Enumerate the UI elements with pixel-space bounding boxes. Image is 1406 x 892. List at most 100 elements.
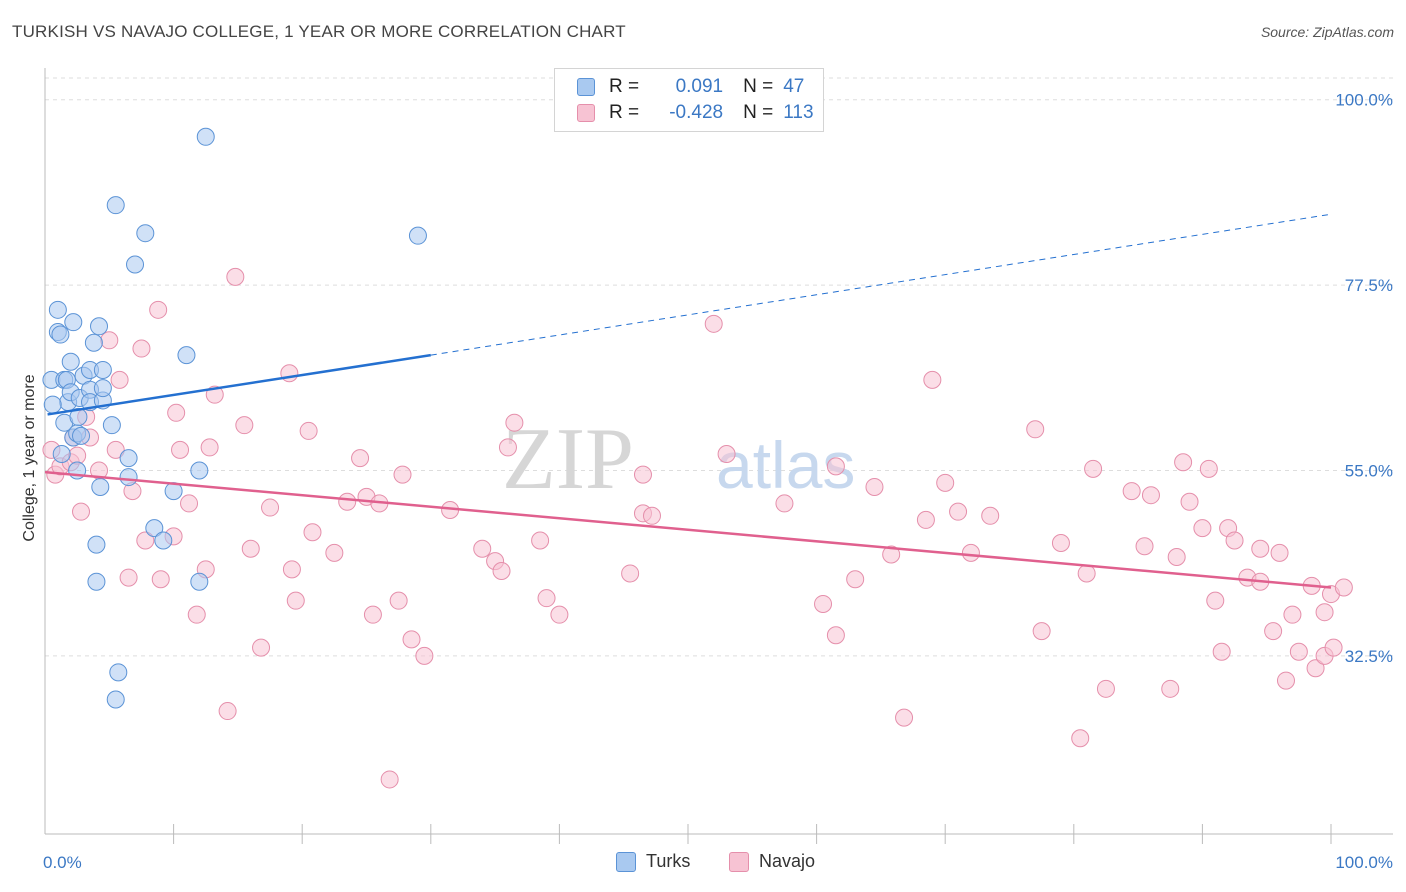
navajo-trend-line [44,470,1332,589]
navajo-point [100,331,119,350]
navajo-point [498,438,517,457]
trend-lines [44,213,1332,589]
navajo-n-value: 113 [783,102,814,123]
navajo-point [415,646,434,665]
turks-point [177,346,196,365]
turks-point [84,333,103,352]
turks-point [91,477,110,496]
turks-point [119,468,138,487]
turks-n-value: 47 [783,76,805,97]
navajo-point [1167,547,1186,566]
navajo-point [393,465,412,484]
x-tick-label-min: 0.0% [43,853,82,872]
navajo-point [865,477,884,496]
turks-legend-label: Turks [646,851,691,871]
navajo-point [1161,679,1180,698]
navajo-point [180,494,199,513]
navajo-point [1315,603,1334,622]
turks-point [93,360,112,379]
navajo-point [704,314,723,333]
turks-point [106,196,125,215]
turks-point [87,535,106,554]
turks-point [190,461,209,480]
navajo-point [167,403,186,422]
navajo-point [531,531,550,550]
navajo-point [1071,729,1090,748]
navajo-point [846,570,865,589]
navajo-point [106,440,125,459]
navajo-point [1096,679,1115,698]
navajo-point [1206,591,1225,610]
navajo-point [151,570,170,589]
navajo-point [110,370,129,389]
navajo-point [1270,543,1289,562]
turks-point [126,255,145,274]
navajo-point [1324,638,1343,657]
legend-item-turks: Turks [616,851,690,872]
turks-point [109,663,128,682]
navajo-point [1122,482,1141,501]
navajo-point [380,770,399,789]
navajo-legend-label: Navajo [759,851,816,871]
navajo-point [303,523,322,542]
turks-point [90,317,109,336]
navajo-point [351,449,370,468]
watermark-zip: ZIP [502,411,634,508]
navajo-point [363,605,382,624]
navajo-point [1051,533,1070,552]
navajo-point [1032,622,1051,641]
navajo-point [218,702,237,721]
chart-title: TURKISH VS NAVAJO COLLEGE, 1 YEAR OR MOR… [12,22,626,41]
navajo-point [389,591,408,610]
navajo-point [282,560,301,579]
navajo-point [1077,564,1096,583]
navajo-point [1180,492,1199,511]
navajo-point [1084,459,1103,478]
turks-point [196,127,215,146]
turks-n-label: N = [743,76,774,97]
navajo-point [882,545,901,564]
navajo-r-label: R = [609,102,640,123]
navajo-point [119,568,138,587]
navajo-point [187,605,206,624]
navajo-point [149,300,168,319]
navajo-r-value: -0.428 [669,102,724,123]
watermark: ZIP atlas [502,411,855,508]
navajo-point [633,465,652,484]
navajo-swatch [577,104,595,122]
turks-point [145,519,164,538]
navajo-point [200,438,219,457]
navajo-point [1199,459,1218,478]
navajo-point [814,594,833,613]
turks-swatch [577,78,595,96]
navajo-point [1225,531,1244,550]
x-tick-label-max: 100.0% [1335,853,1393,872]
navajo-point [1283,605,1302,624]
turks-point [72,426,91,445]
navajo-point [537,589,556,608]
navajo-point [936,473,955,492]
navajo-point [226,267,245,286]
navajo-point [923,370,942,389]
navajo-point [1212,642,1231,661]
y-tick-label: 55.0% [1345,461,1393,480]
navajo-n-label: N = [743,102,774,123]
navajo-point [492,561,511,580]
navajo-point [826,457,845,476]
turks-point [48,300,67,319]
navajo-point [1289,642,1308,661]
navajo-point [1251,539,1270,558]
turks-point [52,445,71,463]
navajo-point [132,339,151,358]
turks-point [64,313,83,332]
navajo-point [402,630,421,649]
navajo-point [286,591,305,610]
navajo-point [1026,420,1045,439]
navajo-point [826,626,845,645]
navajo-point [1141,486,1160,505]
navajo-point [72,502,91,521]
turks-point [87,572,106,591]
turks-r-value: 0.091 [675,76,724,97]
navajo-point [717,445,736,463]
y-tick-labels: 32.5% 55.0% 77.5% 100.0% [1335,91,1393,666]
